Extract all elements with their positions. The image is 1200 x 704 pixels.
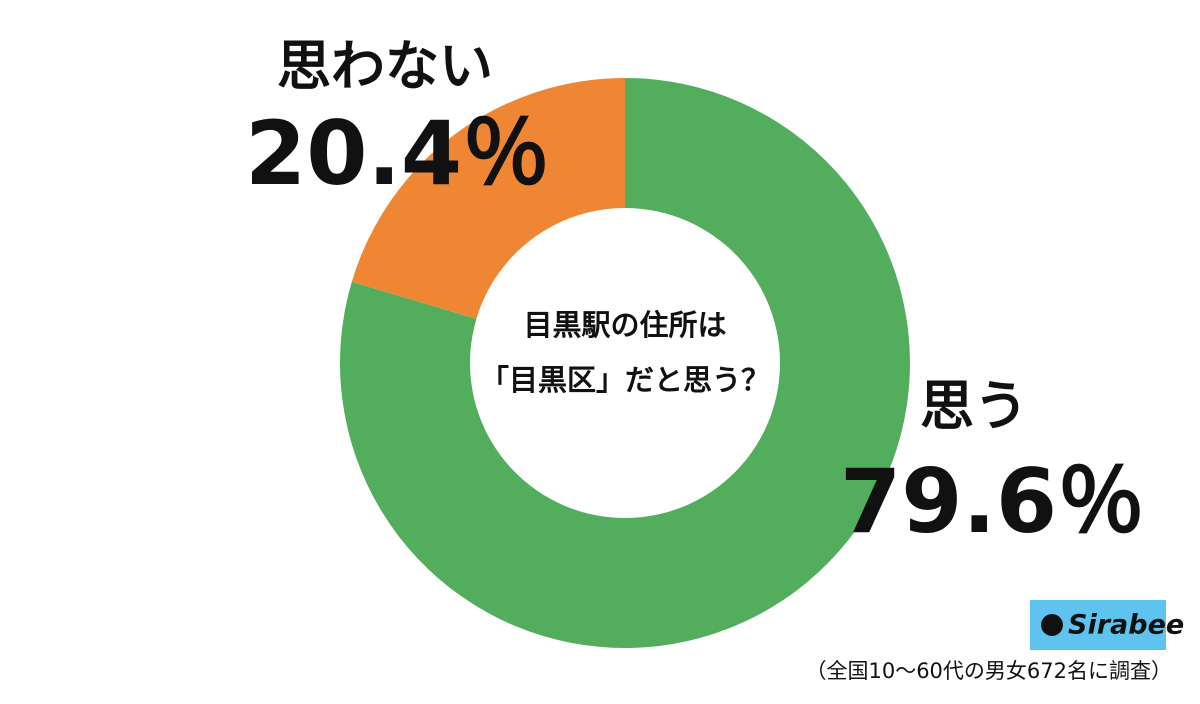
- logo: Sirabee: [1068, 610, 1184, 641]
- logo-icon: [1041, 614, 1063, 636]
- category-label: 思わない: [277, 35, 493, 98]
- center-text: 目黒駅の住所は: [523, 308, 726, 342]
- note: （全国10～60代の男女672名に調査）: [805, 659, 1172, 683]
- slice: [340, 78, 911, 648]
- center-text: 「目黒区」だと思う？: [480, 363, 770, 397]
- category-label: 思う: [920, 375, 1028, 438]
- value-label: 79.6％: [840, 450, 1145, 553]
- value-label: 20.4％: [245, 102, 550, 205]
- slice: [351, 78, 625, 319]
